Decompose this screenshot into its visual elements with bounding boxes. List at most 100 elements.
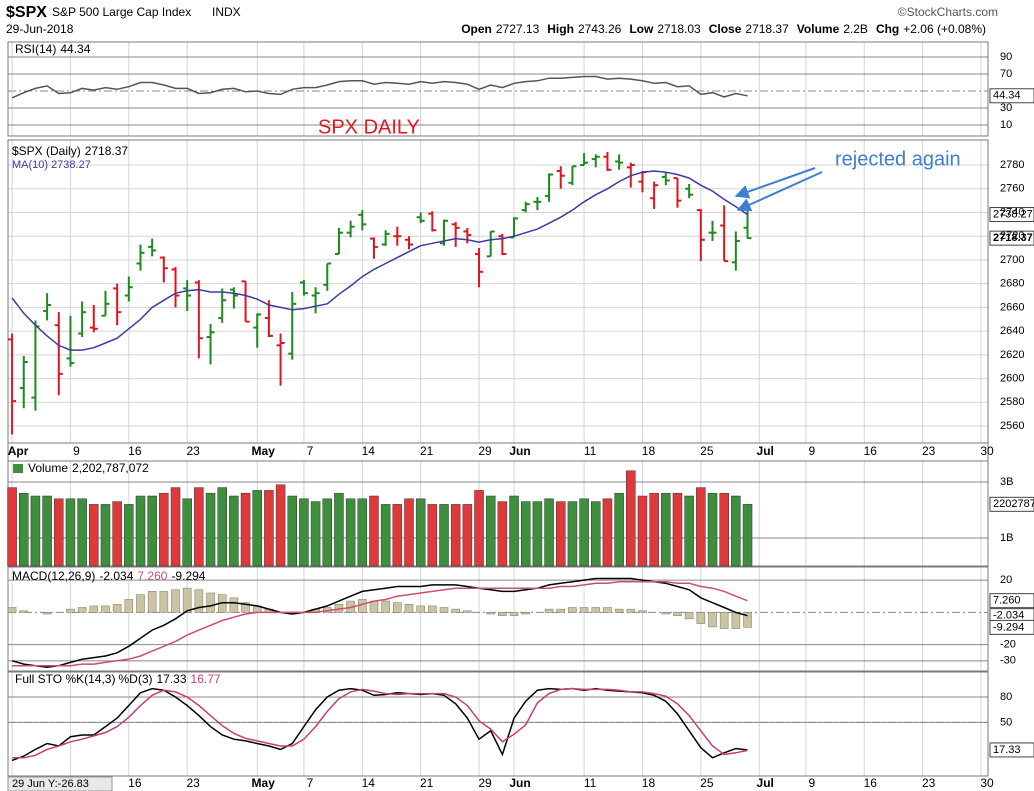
histogram-bar — [743, 612, 752, 628]
y-tick-label: 10 — [1000, 119, 1012, 131]
volume-bar — [474, 490, 484, 567]
x-tick-label: 14 — [362, 444, 376, 458]
volume-bar — [509, 495, 519, 567]
legend: MACD(12,26,9) -2.034 7.260 -9.294 — [12, 569, 206, 583]
y-tick-label: 2660 — [1000, 301, 1024, 313]
value-box — [989, 742, 1034, 758]
histogram-bar — [101, 605, 110, 613]
panel — [8, 42, 988, 136]
histogram-bar — [393, 602, 402, 613]
symbol: $SPX — [6, 4, 47, 21]
y-tick-label: 2560 — [1000, 420, 1024, 432]
arrow — [734, 167, 816, 199]
volume-bar — [135, 495, 146, 567]
x-tick-label: 7 — [307, 444, 314, 458]
y-tick-label: 2600 — [1000, 372, 1024, 384]
y-tick-label: 2760 — [1000, 183, 1024, 195]
x-tick-label: May — [252, 444, 276, 458]
volume-bar — [369, 495, 379, 567]
x-tick-label: Jul — [757, 444, 774, 458]
histogram-bar — [241, 602, 250, 613]
x-tick-label: 23 — [922, 776, 936, 790]
volume-bar — [287, 495, 298, 567]
histogram-bar — [42, 612, 52, 615]
panel — [8, 567, 988, 671]
volume-bar — [719, 492, 729, 567]
volume-bar — [205, 492, 216, 567]
quote-value: 2743.26 — [578, 22, 622, 36]
volume-bar — [439, 504, 449, 567]
x-tick-label: 30 — [980, 776, 994, 790]
value-box — [989, 496, 1034, 512]
histogram-bar — [626, 608, 636, 613]
volume-bar — [182, 498, 192, 567]
histogram-bar — [544, 608, 554, 613]
volume-bar — [7, 487, 17, 567]
volume-bar — [147, 495, 157, 567]
value-box-label: 17.33 — [993, 744, 1021, 756]
value-box-label: -9.294 — [993, 621, 1024, 633]
volume-bar — [626, 470, 636, 567]
volume-bar — [30, 495, 41, 567]
histogram-bar — [591, 607, 601, 613]
quote-label: Volume — [797, 22, 840, 36]
x-tick-label: Jun — [509, 444, 530, 458]
panel — [8, 672, 988, 776]
series-line — [12, 580, 748, 667]
histogram-bar — [731, 612, 741, 629]
volume-bar — [194, 487, 204, 567]
legend-value: -2.034 — [99, 569, 133, 583]
volume-bar — [637, 495, 648, 567]
volume-bar — [567, 501, 578, 567]
legend-name: Volume — [28, 461, 68, 475]
legend-name: Full STO %K(14,3) — [15, 672, 115, 686]
x-tick-label: 16 — [864, 776, 878, 790]
histogram-bar — [696, 612, 706, 624]
legend-name: MACD(12,26,9) — [12, 569, 95, 583]
value-box-label: 2718.37 — [993, 232, 1033, 244]
histogram-bar — [357, 599, 367, 613]
legend: RSI(14) 44.34 — [15, 42, 91, 56]
x-tick-label: 21 — [420, 776, 434, 790]
legend-value: 2738.27 — [51, 159, 91, 171]
y-tick-label: 2620 — [1000, 349, 1024, 361]
histogram-bar — [381, 600, 390, 613]
volume-bar — [334, 492, 344, 567]
volume-bar — [275, 484, 286, 567]
x-tick-label: Apr — [8, 444, 29, 458]
cursor-label: 29 Jun Y:-26.83 — [12, 778, 89, 790]
legend-name: MA(10) — [12, 159, 48, 171]
volume-bar — [404, 498, 414, 567]
x-tick-label: Jul — [757, 776, 774, 790]
legend: MA(10) 2738.27 — [12, 159, 91, 171]
value-box — [989, 619, 1034, 635]
y-tick-label: -20 — [1000, 639, 1016, 651]
x-tick-label: 25 — [700, 776, 714, 790]
value-box-label: 2202787072 — [993, 498, 1034, 510]
legend: $SPX (Daily) 2718.37 — [12, 144, 128, 158]
legend-value: 2,202,787,072 — [72, 461, 149, 475]
value-box-label: -2.034 — [993, 610, 1024, 622]
volume-bar — [532, 501, 543, 567]
quote-value: 2718.37 — [745, 22, 789, 36]
histogram-bar — [428, 605, 437, 613]
volume-bar — [392, 504, 403, 567]
histogram-bar — [7, 607, 17, 613]
y-tick-label: 80 — [1000, 691, 1012, 703]
histogram-bar — [136, 594, 145, 613]
histogram-bar — [404, 604, 414, 613]
histogram-bar — [194, 589, 204, 613]
histogram-bar — [708, 612, 717, 628]
volume-bar — [485, 495, 496, 567]
volume-bar — [661, 492, 671, 567]
y-tick-label: 30 — [1000, 102, 1012, 114]
quote-label: High — [547, 22, 574, 36]
y-tick-label: -30 — [1000, 655, 1016, 667]
histogram-bar — [673, 612, 682, 616]
volume-bar — [54, 498, 64, 567]
volume-bar — [462, 504, 473, 567]
volume-bar — [42, 495, 52, 567]
volume-bar — [264, 490, 274, 567]
exchange: INDX — [212, 5, 241, 19]
legend-value: 7.260 — [137, 569, 167, 583]
